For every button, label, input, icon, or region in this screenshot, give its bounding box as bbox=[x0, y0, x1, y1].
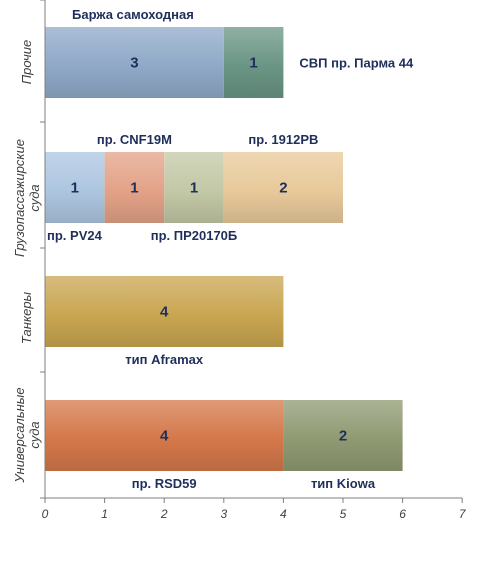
segment-annotation: пр. RSD59 bbox=[132, 476, 197, 491]
x-tick-label: 1 bbox=[101, 507, 108, 521]
segment-annotation: СВП пр. Парма 44 bbox=[299, 56, 414, 71]
category-label: Универсальныесуда bbox=[12, 387, 42, 483]
x-tick-label: 3 bbox=[220, 507, 227, 521]
segment-annotation: тип Kiowa bbox=[311, 476, 376, 491]
x-tick-label: 2 bbox=[160, 507, 168, 521]
value-label: 4 bbox=[160, 428, 169, 445]
x-tick-label: 7 bbox=[459, 507, 467, 521]
value-label: 1 bbox=[249, 55, 257, 72]
bar-segment bbox=[45, 400, 284, 471]
bar-segment bbox=[223, 152, 343, 223]
value-label: 1 bbox=[71, 180, 79, 197]
bar-segment bbox=[223, 27, 284, 98]
x-tick-label: 0 bbox=[42, 507, 49, 521]
value-label: 4 bbox=[160, 304, 169, 321]
value-labels: 3 1 1 1 1 2 4 4 2 bbox=[71, 55, 348, 445]
segment-annotation: тип Aframax bbox=[125, 352, 204, 367]
x-tick-labels: 0 1 2 3 4 5 6 7 bbox=[42, 507, 467, 521]
category-label: Грузопассажирскиесуда bbox=[12, 139, 42, 257]
value-label: 2 bbox=[279, 180, 287, 197]
category-labels: Прочие Грузопассажирскиесуда Танкеры Универ… bbox=[12, 40, 42, 484]
bar-segment bbox=[164, 152, 224, 223]
category-label: Прочие bbox=[19, 40, 34, 84]
x-tick-label: 4 bbox=[280, 507, 287, 521]
segment-annotation: Баржа самоходная bbox=[72, 7, 194, 22]
value-label: 3 bbox=[130, 55, 138, 72]
x-tick-label: 5 bbox=[340, 507, 347, 521]
segment-annotation: пр. ПР20170Б bbox=[151, 228, 238, 243]
segment-annotation: пр. PV24 bbox=[47, 228, 103, 243]
x-axis bbox=[40, 0, 463, 503]
bar-segment bbox=[45, 152, 105, 223]
bar-segment bbox=[104, 152, 165, 223]
bar-segment bbox=[45, 276, 284, 347]
segment-annotation: пр. 1912РВ bbox=[248, 132, 318, 147]
bar-segment bbox=[45, 27, 224, 98]
x-tick-label: 6 bbox=[399, 507, 406, 521]
value-label: 1 bbox=[190, 180, 198, 197]
segment-annotations: Баржа самоходная СВП пр. Парма 44 пр. PV24… bbox=[47, 7, 414, 491]
bar-segment bbox=[283, 400, 403, 471]
value-label: 1 bbox=[130, 180, 138, 197]
bar-group bbox=[45, 27, 403, 471]
value-label: 2 bbox=[339, 428, 347, 445]
category-label: Танкеры bbox=[19, 291, 34, 344]
segment-annotation: пр. CNF19M bbox=[97, 132, 172, 147]
